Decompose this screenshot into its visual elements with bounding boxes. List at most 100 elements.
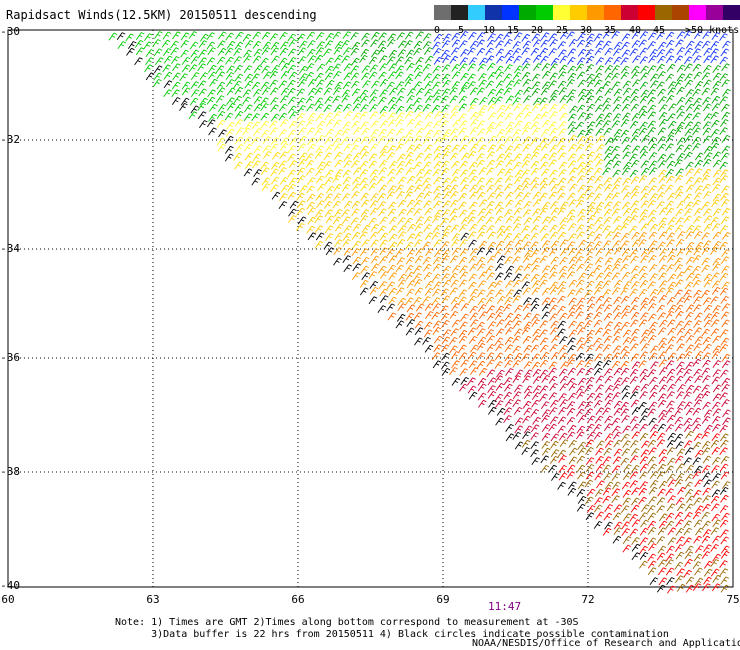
wind-barb — [667, 383, 676, 392]
wind-barb — [566, 471, 576, 480]
wind-barb — [468, 281, 477, 290]
wind-barb — [632, 55, 641, 64]
wind-barb — [425, 280, 434, 289]
wind-barb — [577, 153, 586, 162]
wind-barb — [469, 312, 479, 321]
wind-barb — [676, 73, 686, 82]
wind-barb — [658, 264, 668, 273]
wind-barb — [541, 81, 551, 90]
wind-barb — [693, 55, 702, 64]
wind-barb — [460, 376, 470, 385]
wind-barb — [353, 167, 362, 176]
wind-barb — [360, 248, 369, 257]
wind-barb — [540, 153, 549, 162]
wind-barb — [712, 193, 722, 202]
wind-barb — [440, 120, 449, 128]
wind-barb — [379, 295, 389, 304]
wind-barb — [233, 152, 242, 161]
wind-barb — [719, 343, 729, 352]
wind-barb — [198, 88, 207, 97]
wind-barb — [514, 328, 523, 337]
wind-barb — [323, 160, 332, 169]
wind-barb — [703, 343, 712, 352]
wind-barb — [622, 112, 631, 121]
wind-barb — [630, 311, 640, 320]
wind-barb — [557, 207, 567, 216]
wind-barb — [613, 41, 623, 50]
wind-barb — [666, 577, 675, 585]
wind-barb — [513, 207, 523, 216]
wind-barb — [640, 192, 649, 201]
wind-barb — [612, 391, 621, 400]
wind-barb — [323, 87, 333, 96]
wind-barb — [692, 561, 702, 570]
wind-barb — [647, 328, 657, 337]
wind-barb — [530, 183, 540, 191]
wind-barb — [422, 256, 432, 265]
wind-barb — [693, 289, 702, 298]
wind-barb — [530, 432, 539, 441]
wind-barb — [649, 376, 658, 385]
wind-barb — [504, 175, 514, 184]
wind-barb — [674, 126, 684, 135]
wind-barb — [602, 40, 612, 49]
lat-label: -36 — [0, 351, 20, 364]
wind-barb — [692, 48, 701, 57]
wind-barb — [386, 191, 396, 200]
wind-barb — [260, 112, 270, 121]
wind-barb — [675, 144, 685, 153]
wind-barb — [576, 385, 585, 394]
wind-barb — [639, 279, 649, 288]
wind-barb — [566, 95, 575, 104]
wind-barb — [351, 248, 361, 257]
wind-barb — [504, 336, 514, 345]
wind-barb — [548, 248, 558, 257]
wind-barb — [387, 201, 397, 210]
wind-barb — [683, 391, 692, 400]
wind-barb — [719, 505, 729, 513]
wind-barb — [351, 272, 361, 281]
wind-barb — [665, 310, 675, 319]
wind-barb — [676, 327, 686, 336]
wind-barb — [513, 55, 522, 64]
wind-barb — [612, 169, 621, 178]
wind-barb — [425, 248, 434, 257]
wind-barb — [458, 224, 468, 232]
wind-barb — [332, 200, 341, 209]
wind-barb — [712, 80, 722, 89]
wind-barb — [515, 265, 524, 274]
wind-barb — [694, 336, 703, 345]
wind-barb — [649, 273, 659, 282]
wind-barb — [307, 216, 316, 225]
wind-barb — [496, 153, 505, 162]
wind-barb — [595, 375, 605, 384]
wind-barb — [378, 167, 388, 175]
wind-barb — [549, 144, 559, 153]
wind-barb — [631, 145, 641, 154]
wind-barb — [721, 249, 730, 258]
wind-barb — [674, 407, 683, 416]
wind-barb — [512, 313, 522, 322]
wind-barb — [577, 129, 586, 138]
wind-barb — [603, 208, 613, 217]
wind-barb — [613, 247, 623, 255]
wind-barb — [505, 127, 514, 136]
wind-barb — [604, 521, 613, 530]
wind-barb — [719, 463, 729, 472]
wind-barb — [666, 391, 675, 400]
wind-barb — [503, 136, 513, 145]
wind-barb — [378, 135, 387, 144]
wind-barb — [711, 446, 721, 455]
wind-barb — [648, 231, 658, 240]
wind-barb — [532, 145, 542, 154]
wind-barb — [440, 288, 450, 297]
legend-swatch — [553, 5, 570, 20]
wind-barb — [370, 120, 380, 129]
wind-barb — [306, 103, 315, 112]
wind-barb — [631, 487, 640, 496]
wind-barb — [352, 112, 362, 121]
wind-barb — [568, 382, 578, 391]
wind-barb — [603, 512, 613, 521]
wind-barb — [503, 152, 513, 161]
wind-barb — [388, 296, 397, 305]
